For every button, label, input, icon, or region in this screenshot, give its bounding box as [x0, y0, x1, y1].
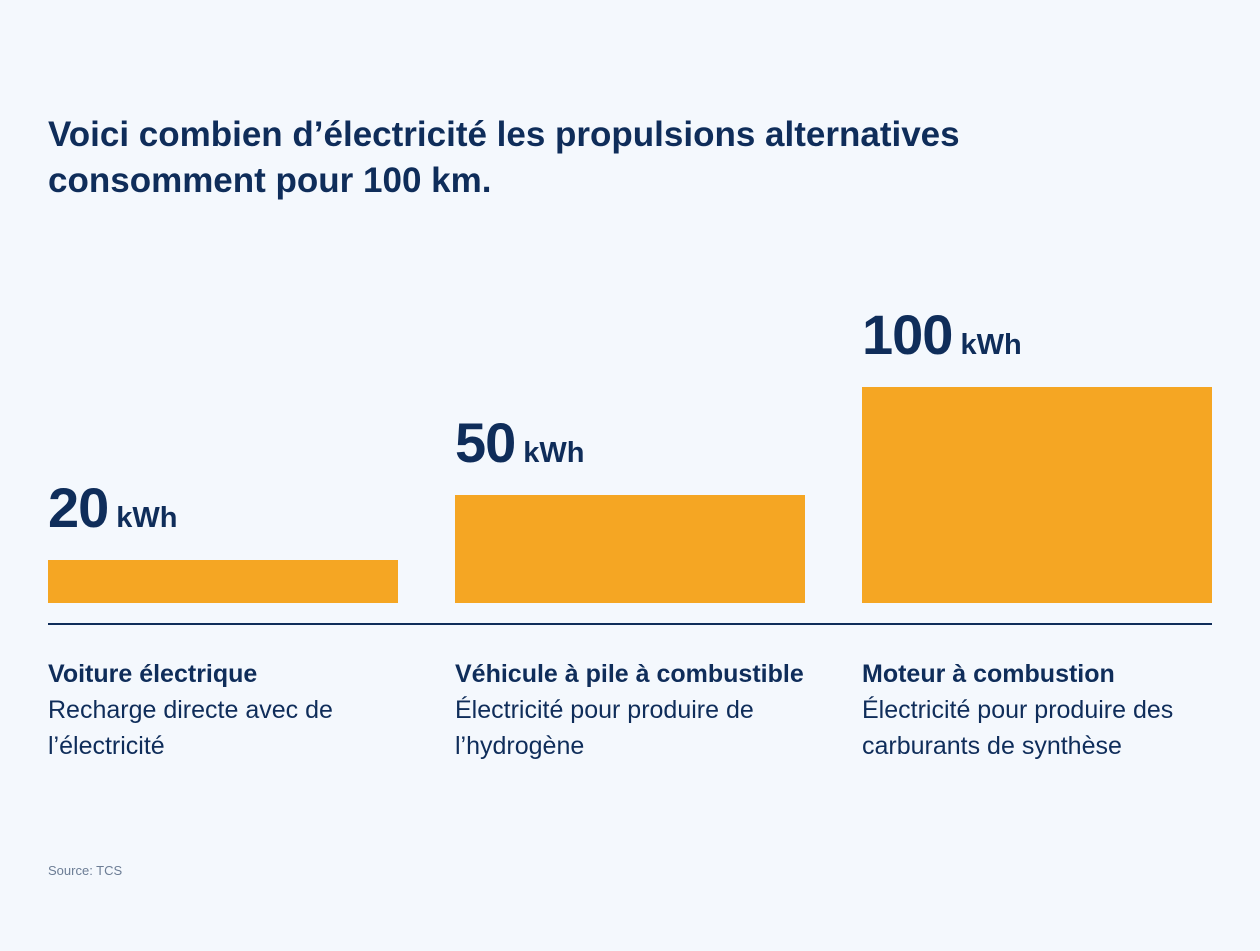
chart-baseline: [48, 623, 1212, 625]
category-name: Moteur à combustion: [862, 660, 1115, 688]
chart-title: Voici combien d’électricité les propulsi…: [48, 115, 960, 200]
value-label-1: 20 kWh: [48, 479, 178, 536]
category-label-1: Voiture électrique Recharge directe avec …: [48, 656, 398, 764]
value-unit: kWh: [960, 329, 1022, 361]
value-number: 100: [862, 303, 953, 366]
category-name: Véhicule à pile à combustible: [455, 660, 804, 688]
value-number: 20: [48, 475, 109, 539]
category-description: Électricité pour produire de l’hydrogène: [455, 696, 754, 760]
bar-2: [455, 495, 805, 603]
value-number: 50: [455, 411, 516, 474]
source-note: Source: TCS: [48, 863, 123, 878]
bar-1: [48, 559, 398, 603]
value-unit: kWh: [523, 437, 585, 469]
category-label-2: Véhicule à pile à combustible Électricité…: [455, 656, 805, 764]
category-description: Électricité pour produire des carburants…: [862, 696, 1174, 760]
value-unit: kWh: [116, 501, 178, 534]
bar-3: [862, 387, 1212, 603]
category-label-3: Moteur à combustion Électricité pour prod…: [862, 656, 1212, 764]
category-name: Voiture électrique: [48, 660, 258, 688]
value-label-2: 50 kWh: [455, 415, 585, 471]
category-description: Recharge directe avec de l’électricité: [48, 696, 333, 760]
value-label-3: 100 kWh: [862, 307, 1022, 363]
